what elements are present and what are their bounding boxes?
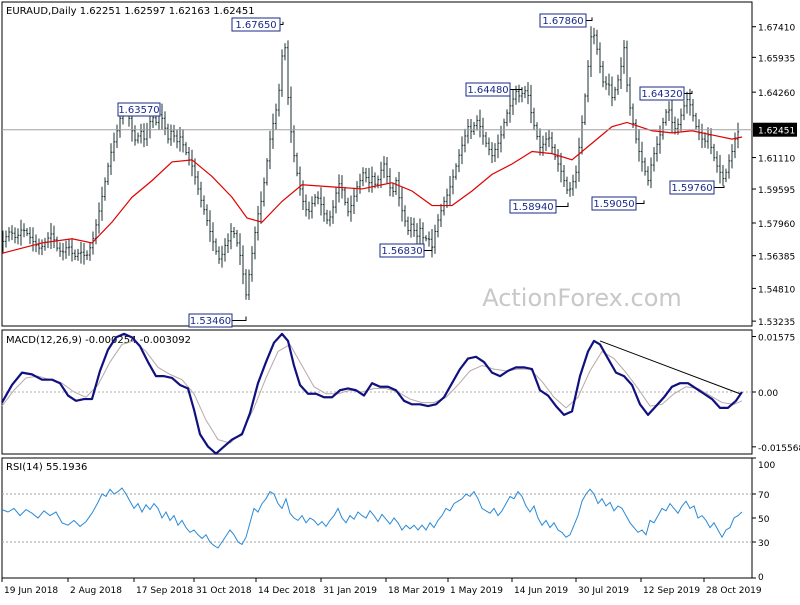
price-axis-tick: 1.54810 bbox=[758, 285, 795, 295]
rsi-axis-tick: 70 bbox=[758, 491, 770, 501]
x-axis-tick: 14 Dec 2018 bbox=[258, 586, 316, 596]
x-axis-tick: 12 Sep 2019 bbox=[643, 586, 700, 596]
annotation-box bbox=[231, 17, 281, 32]
x-axis-tick: 30 Jul 2019 bbox=[578, 586, 629, 596]
macd-line bbox=[1, 332, 743, 455]
annotation-leader bbox=[232, 316, 247, 321]
axis-layer: 1.67410 1.65935 1.64260 1.62451 1.61110 1.595… bbox=[1, 24, 800, 596]
rsi-axis-tick: 100 bbox=[758, 461, 775, 471]
annotation-leader bbox=[586, 17, 593, 21]
macd-header: MACD(12,26,9) -0.000254 -0.003092 bbox=[6, 335, 191, 346]
x-axis-tick: 19 Jun 2018 bbox=[4, 586, 58, 596]
annotation-leader bbox=[714, 185, 725, 188]
annotation-box bbox=[465, 82, 511, 97]
price-axis-tick: 1.53235 bbox=[758, 318, 795, 328]
annotation-box bbox=[117, 102, 161, 117]
x-axis-tick: 17 Sep 2018 bbox=[136, 586, 193, 596]
annotation-label: 1.63570 bbox=[118, 105, 159, 116]
macd-axis-tick: 0.01575 bbox=[758, 334, 795, 344]
annotation-box bbox=[379, 243, 425, 258]
x-axis-tick: 1 May 2019 bbox=[450, 586, 503, 596]
price-axis-tick: 1.67410 bbox=[758, 24, 795, 34]
x-axis-tick: 28 Oct 2019 bbox=[706, 586, 762, 596]
price-series-layer: 1.63570 1.67650 1.53460 1.56830 1.64480 1.589… bbox=[1, 13, 752, 328]
rsi-axis-tick: 30 bbox=[758, 539, 770, 549]
price-axis-tick: 1.65935 bbox=[758, 54, 795, 64]
rsi-header: RSI(14) 55.1936 bbox=[6, 462, 87, 473]
x-axis-tick: 18 Mar 2019 bbox=[388, 586, 445, 596]
macd-trendline bbox=[599, 340, 741, 395]
annotation-label: 1.64320 bbox=[641, 89, 682, 100]
annotation-label: 1.59760 bbox=[671, 183, 712, 194]
price-axis-tick: 1.64260 bbox=[758, 89, 795, 99]
macd-series-layer bbox=[1, 332, 752, 455]
annotation-leader bbox=[556, 202, 569, 207]
annotation-box bbox=[591, 196, 637, 211]
x-axis-tick: 2 Aug 2018 bbox=[70, 586, 122, 596]
price-header: EURAUD,Daily 1.62251 1.62597 1.62163 1.6… bbox=[6, 6, 255, 17]
x-axis-tick: 31 Oct 2018 bbox=[196, 586, 252, 596]
rsi-axis-tick: 50 bbox=[758, 515, 770, 525]
last-price-tag bbox=[753, 122, 797, 137]
annotation-box bbox=[639, 86, 685, 101]
annotation-label: 1.67860 bbox=[542, 16, 583, 27]
price-axis-tick: 1.62451 bbox=[758, 127, 795, 137]
rsi-series-layer bbox=[1, 487, 752, 549]
macd-signal-line bbox=[1, 340, 743, 444]
x-axis-tick: 31 Jan 2019 bbox=[323, 586, 377, 596]
annotation-box bbox=[539, 13, 587, 28]
macd-axis-tick: 0.00 bbox=[758, 389, 778, 399]
price-axis-tick: 1.59595 bbox=[758, 186, 795, 196]
macd-axis-tick: -0.015568 bbox=[758, 444, 800, 454]
price-axis-tick: 1.61110 bbox=[758, 155, 795, 165]
annotation-label: 1.64480 bbox=[467, 85, 508, 96]
annotation-leader bbox=[684, 90, 693, 94]
annotation-leader bbox=[280, 21, 284, 25]
annotation-label: 1.56830 bbox=[381, 246, 422, 257]
annotation-leader bbox=[510, 87, 523, 90]
annotation-box bbox=[509, 199, 557, 214]
rsi-line bbox=[1, 487, 743, 549]
price-axis-tick: 1.56385 bbox=[758, 253, 795, 263]
annotation-leader bbox=[424, 246, 433, 251]
price-panel-frame bbox=[1, 1, 753, 327]
annotation-label: 1.53460 bbox=[190, 316, 231, 327]
annotation-label: 1.67650 bbox=[235, 20, 276, 31]
moving-average-line bbox=[1, 121, 743, 254]
watermark: ActionForex.com bbox=[482, 284, 682, 312]
annotation-box bbox=[669, 180, 715, 195]
annotation-label: 1.58940 bbox=[512, 202, 553, 213]
x-axis-tick: 14 Jun 2019 bbox=[514, 586, 568, 596]
rsi-axis-tick: 0 bbox=[758, 573, 764, 583]
price-axis-tick: 1.57960 bbox=[758, 220, 795, 230]
annotation-box bbox=[188, 313, 233, 328]
annotation-leader bbox=[636, 200, 645, 204]
annotation-label: 1.59050 bbox=[593, 199, 634, 210]
